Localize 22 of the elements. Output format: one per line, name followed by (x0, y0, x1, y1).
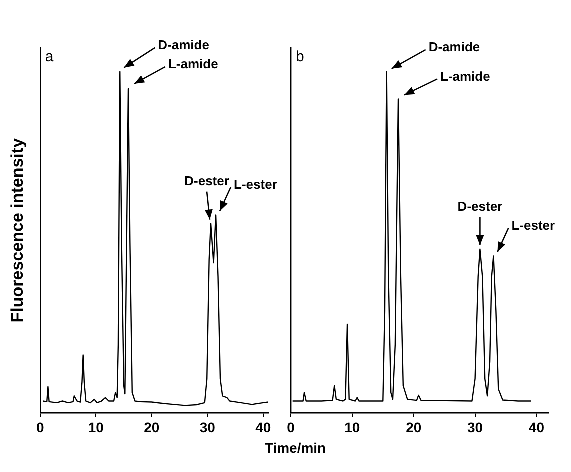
x-tick-label: 20 (406, 419, 422, 436)
annotation: L-ester (234, 176, 278, 192)
annotation: D-ester (184, 173, 230, 188)
x-tick-label: 40 (256, 419, 272, 436)
x-tick-label: 0 (36, 419, 44, 436)
x-tick-label: 40 (528, 419, 545, 436)
x-tick-label: 10 (344, 419, 360, 436)
annotation: L-amide (440, 68, 490, 84)
annotation: D-amide (158, 37, 210, 52)
annotation: D-amide (428, 39, 480, 54)
x-tick-label: 30 (200, 419, 216, 436)
x-tick-label: 30 (467, 419, 484, 436)
x-axis-title: Time/min (264, 440, 328, 456)
x-tick-label: 20 (144, 419, 160, 436)
chart-title: a (45, 48, 54, 66)
annotation: L-amide (168, 56, 218, 72)
annotation: L-ester (512, 218, 556, 233)
chart-title: b (296, 48, 304, 66)
y-axis-title: Fluorescence intensity (8, 138, 27, 323)
annotation: D-ester (458, 198, 503, 214)
x-tick-label: 10 (88, 419, 104, 436)
x-tick-label: 0 (287, 419, 296, 436)
